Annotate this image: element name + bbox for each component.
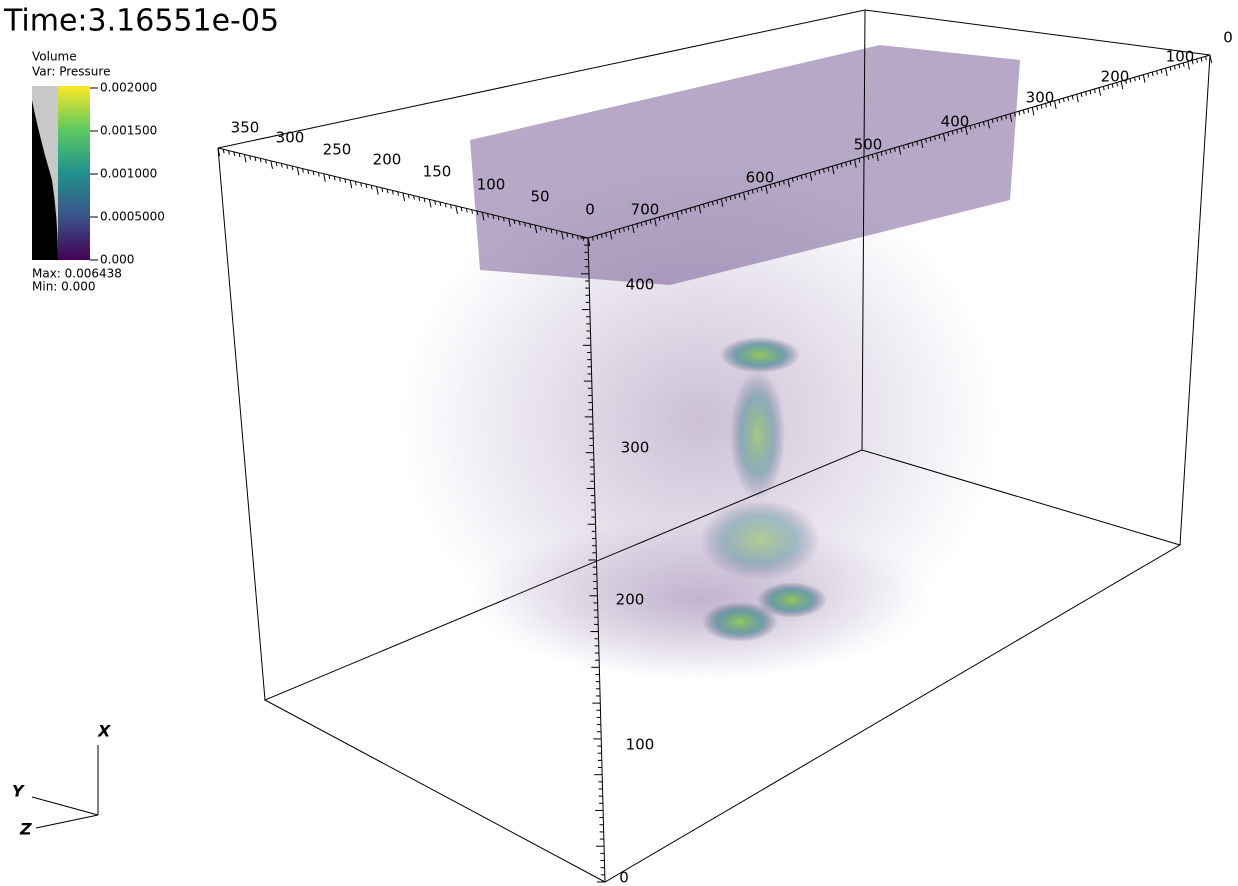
tick-mark [1130,79,1131,83]
triad-z: Z [19,820,32,839]
axis-tick-label: 100 [477,176,506,194]
axis-tick-label: 200 [373,151,402,169]
tick-mark [1206,56,1207,60]
axis-tick-label: 400 [941,113,970,131]
tick-mark [1055,101,1057,109]
render-view: Time:3.16551e-05 Volume Var: Pressure Ma… [0,0,1238,886]
axis-tick-label: 250 [323,141,352,159]
tick-mark [1197,59,1198,63]
tick-mark [1174,65,1175,69]
axis-tick-label: 200 [1101,68,1130,86]
axis-tick-label: 50 [530,188,549,206]
axis-tick-label: 350 [231,119,260,137]
axis-tick-label: 300 [621,439,650,457]
tick-mark [1152,72,1153,76]
axis-tick-label: 300 [276,129,305,147]
tick-mark [350,180,352,188]
tick-mark [1148,73,1149,77]
axis-tick-label: 200 [616,591,645,609]
tick-mark [1072,96,1073,100]
tick-mark [403,193,405,201]
axis-tick-label: 700 [631,201,660,219]
tick-mark [1108,85,1109,89]
axis-tick-label: 100 [1166,48,1195,66]
legend-tick-label: 0.002000 [100,81,157,95]
tick-mark [1059,99,1060,103]
axis-tick-label: 300 [1026,89,1055,107]
tick-mark [1068,97,1069,101]
axis-tick-label: 0 [585,201,595,219]
tick-mark [1143,75,1145,83]
tick-mark [1037,106,1038,110]
tick-mark [324,174,326,182]
tick-mark [1090,90,1091,94]
legend-tick-label: 0.0005000 [100,210,165,224]
tick-mark [1161,69,1162,73]
tick-mark [1081,93,1082,97]
tick-mark [1023,110,1024,114]
volume [400,45,1020,680]
legend-min: Min: 0.000 [32,280,96,294]
tick-mark [1134,77,1135,81]
legend-variable: Var: Pressure [32,65,110,79]
tick-mark [1139,76,1140,80]
axis-tick-label: 0 [1223,29,1233,47]
tick-mark [244,154,246,162]
triad-y: Y [12,782,25,801]
tick-mark [1086,92,1087,96]
tick-mark [1094,89,1095,93]
axis-tick-label: 400 [626,276,655,294]
axis-tick-label: 100 [626,736,655,754]
colorbar [32,86,90,260]
legend-tick-label: 0.000 [100,253,134,267]
tick-mark [297,167,299,175]
legend-tick-label: 0.001500 [100,124,157,138]
triad-x: X [97,722,111,741]
tick-mark [1032,107,1034,115]
tick-mark [456,206,458,214]
tick-mark [1019,111,1020,115]
axis-tick-label: 500 [854,136,883,154]
tick-mark [1201,58,1202,62]
axis-tick-label: 0 [619,869,629,886]
axis-tick-label: 600 [746,169,775,187]
tick-mark [1028,109,1029,113]
tick-mark [1063,98,1064,102]
legend-max: Max: 0.006438 [32,267,122,281]
tick-mark [271,161,273,169]
triad [32,745,98,828]
legend-tick-label: 0.001000 [100,167,157,181]
tick-mark [1170,67,1171,71]
tick-mark [377,187,379,195]
tick-mark [1166,68,1168,76]
tick-mark [1157,71,1158,75]
time-title: Time:3.16551e-05 [3,4,279,39]
tick-mark [429,199,431,207]
legend-plot: Volume [32,50,77,64]
tick-mark [1077,94,1079,102]
tick-mark [1103,86,1104,90]
tick-mark [1099,88,1101,96]
axis-tick-label: 150 [423,163,452,181]
